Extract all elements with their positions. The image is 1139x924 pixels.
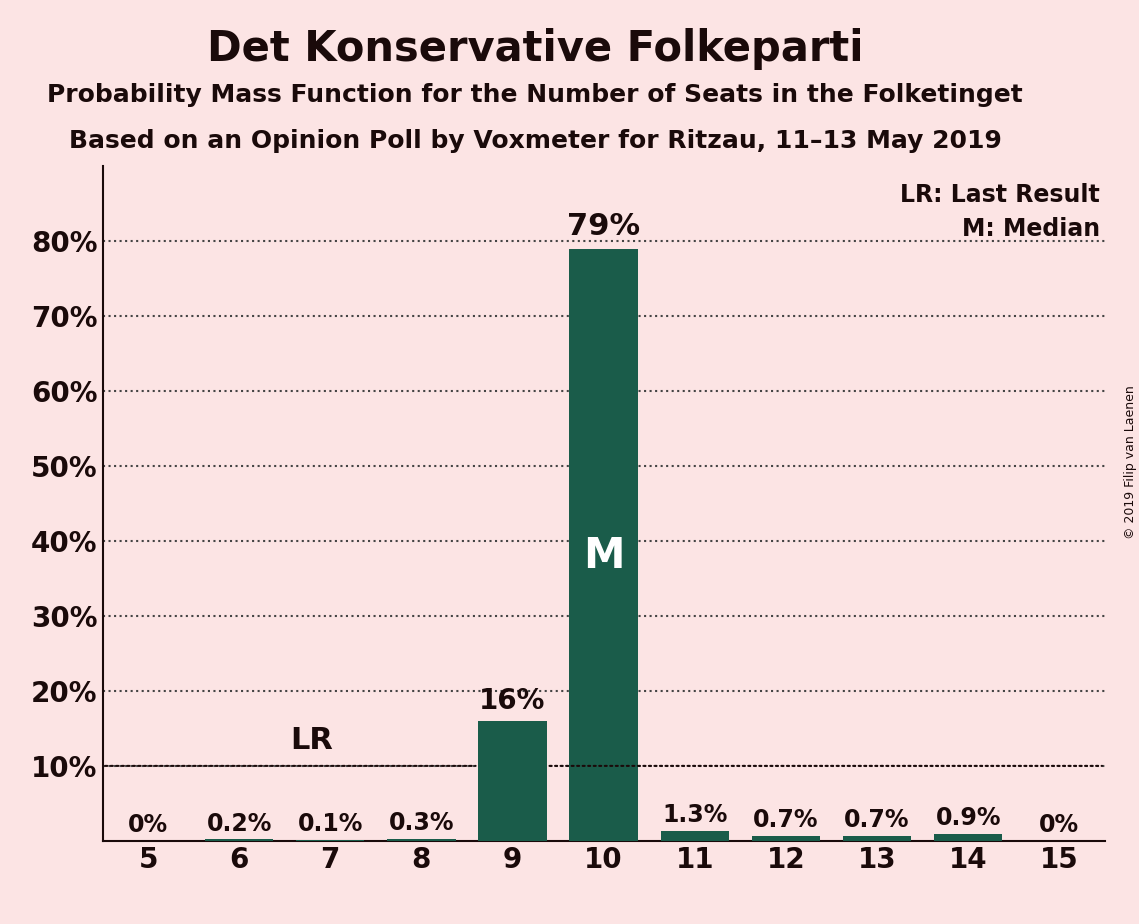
Bar: [661, 831, 729, 841]
Text: 0.7%: 0.7%: [753, 808, 819, 832]
Bar: [934, 834, 1002, 841]
Text: 1.3%: 1.3%: [662, 803, 728, 827]
Text: Probability Mass Function for the Number of Seats in the Folketinget: Probability Mass Function for the Number…: [48, 83, 1023, 107]
Text: M: M: [583, 535, 624, 578]
Bar: [478, 721, 547, 841]
Text: LR: Last Result: LR: Last Result: [900, 183, 1100, 207]
Text: LR: LR: [290, 725, 334, 755]
Text: 0.3%: 0.3%: [388, 811, 454, 835]
Text: 0.1%: 0.1%: [297, 812, 363, 836]
Text: Based on an Opinion Poll by Voxmeter for Ritzau, 11–13 May 2019: Based on an Opinion Poll by Voxmeter for…: [68, 129, 1002, 153]
Bar: [843, 835, 911, 841]
Text: 0.7%: 0.7%: [844, 808, 910, 832]
Bar: [387, 839, 456, 841]
Bar: [570, 249, 638, 841]
Text: Det Konservative Folkeparti: Det Konservative Folkeparti: [207, 28, 863, 69]
Text: 16%: 16%: [480, 687, 546, 715]
Text: 0%: 0%: [128, 813, 169, 837]
Text: 79%: 79%: [567, 213, 640, 241]
Text: 0.2%: 0.2%: [206, 811, 272, 835]
Bar: [205, 839, 273, 841]
Text: M: Median: M: Median: [961, 217, 1100, 241]
Bar: [752, 835, 820, 841]
Text: © 2019 Filip van Laenen: © 2019 Filip van Laenen: [1124, 385, 1137, 539]
Text: 0%: 0%: [1039, 813, 1080, 837]
Text: 0.9%: 0.9%: [935, 807, 1001, 831]
